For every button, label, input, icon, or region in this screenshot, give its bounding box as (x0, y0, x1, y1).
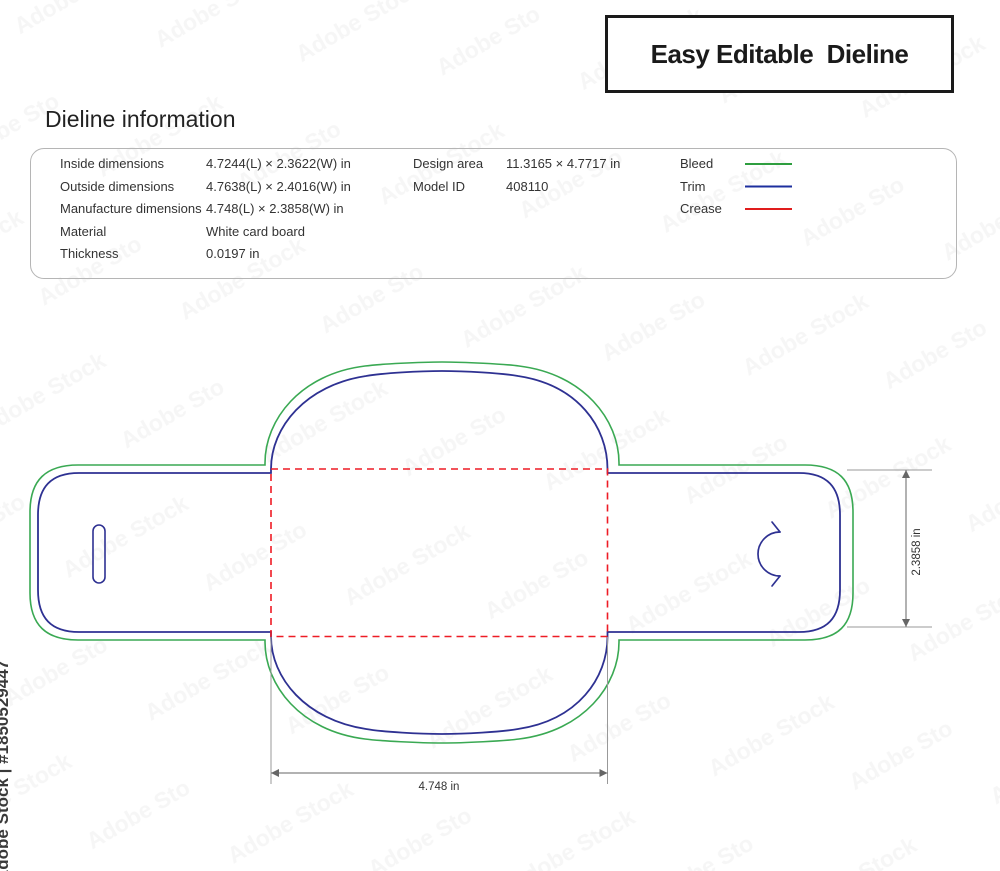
svg-text:2.3858 in: 2.3858 in (911, 528, 923, 575)
svg-text:4.748 in: 4.748 in (419, 781, 460, 793)
